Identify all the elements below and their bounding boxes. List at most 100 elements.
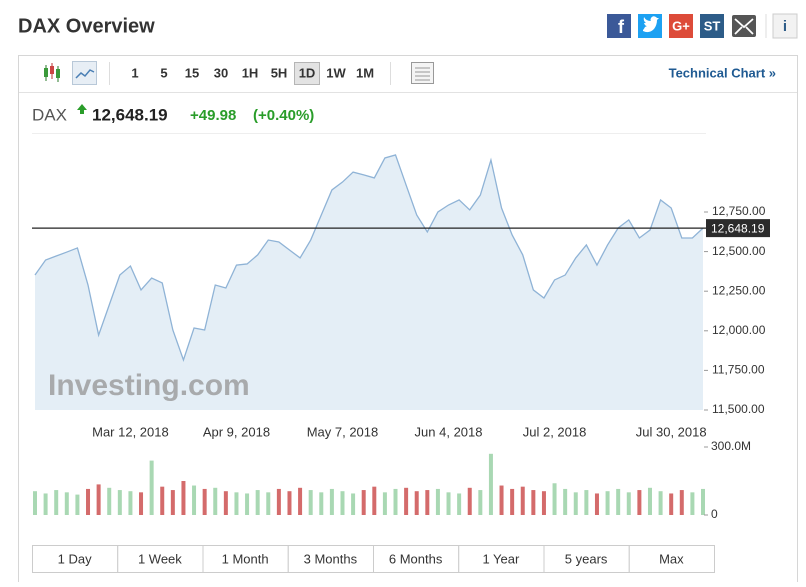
y-tick-label: 12,000.00	[712, 323, 766, 337]
last-value-label: 12,648.19	[711, 221, 765, 235]
range-label: 1 Year	[482, 551, 520, 566]
volume-bar	[605, 491, 610, 515]
x-tick-label: Jun 4, 2018	[415, 424, 483, 439]
technical-chart-link[interactable]: Technical Chart »	[669, 65, 776, 80]
volume-bar	[541, 491, 546, 515]
interval-button[interactable]: 1	[131, 65, 138, 80]
volume-bar	[351, 493, 356, 515]
volume-bar	[552, 483, 557, 515]
range-label: 6 Months	[389, 551, 443, 566]
range-label: 5 years	[565, 551, 608, 566]
x-tick-label: May 7, 2018	[307, 424, 379, 439]
volume-bar	[245, 493, 250, 515]
volume-bar	[33, 491, 37, 515]
volume-bar	[510, 488, 515, 515]
volume-bar	[563, 488, 568, 515]
volume-bar	[54, 490, 59, 515]
interval-button[interactable]: 1M	[356, 65, 374, 80]
volume-bar	[213, 487, 218, 515]
volume-bar	[382, 492, 387, 515]
price-area	[35, 154, 703, 410]
mail-glyph	[734, 18, 754, 35]
range-label: 3 Months	[304, 551, 358, 566]
interval-button[interactable]: 5	[160, 65, 167, 80]
range-button[interactable]	[373, 545, 460, 573]
range-button[interactable]	[287, 545, 374, 573]
volume-bar	[234, 492, 239, 515]
settings-glyph	[415, 67, 430, 81]
volume-bar	[584, 490, 589, 515]
volume-bar	[298, 487, 303, 515]
facebook-glyph: f	[618, 17, 625, 37]
range-button[interactable]	[543, 545, 630, 573]
interval-button[interactable]: 1D	[299, 65, 316, 80]
quote-change-percent: (+0.40%)	[253, 107, 314, 124]
volume-bar	[192, 485, 197, 515]
range-button[interactable]	[458, 545, 545, 573]
x-tick-label: Jul 30, 2018	[636, 424, 707, 439]
volume-bar	[478, 490, 483, 515]
range-button[interactable]	[32, 545, 119, 573]
y-tick-label: 12,750.00	[712, 204, 766, 218]
interval-button[interactable]: 1H	[242, 65, 259, 80]
candle-icon[interactable]	[44, 63, 60, 82]
volume-bar	[117, 490, 122, 515]
volume-bar	[626, 492, 631, 515]
interval-button[interactable]: 15	[185, 65, 199, 80]
x-tick-label: Mar 12, 2018	[92, 424, 169, 439]
interval-button[interactable]: 1W	[326, 65, 346, 80]
volume-bar	[170, 490, 175, 515]
volume-bar	[266, 492, 271, 515]
volume-bar	[43, 493, 48, 515]
interval-button[interactable]: 30	[214, 65, 228, 80]
volume-bar	[637, 490, 642, 515]
volume-bar	[679, 490, 684, 515]
volume-bar	[181, 481, 186, 515]
volume-bar	[520, 486, 525, 515]
y-tick-label: 11,500.00	[712, 402, 765, 416]
interval-button[interactable]: 5H	[271, 65, 288, 80]
stocktwits-icon[interactable]	[700, 14, 724, 38]
volume-bar	[669, 493, 674, 515]
volume-bar	[308, 490, 313, 515]
range-label: 1 Week	[138, 551, 182, 566]
volume-bar	[435, 488, 440, 515]
volume-bar	[499, 485, 504, 515]
volume-bar	[128, 491, 133, 515]
range-label: 1 Day	[58, 551, 92, 566]
volume-bar	[414, 491, 419, 515]
volume-bar	[425, 490, 430, 515]
volume-bar	[75, 494, 80, 515]
volume-tick-label: 0	[711, 507, 718, 521]
range-button[interactable]	[628, 545, 715, 573]
facebook-icon[interactable]	[607, 14, 631, 38]
range-button[interactable]	[202, 545, 289, 573]
info-icon[interactable]	[772, 13, 798, 39]
price-line	[34, 154, 704, 362]
last-value-box	[706, 219, 770, 238]
volume-bar	[287, 491, 292, 515]
volume-bar	[701, 488, 705, 515]
range-label: Max	[659, 551, 684, 566]
volume-bar	[573, 492, 578, 515]
volume-bar	[488, 453, 493, 515]
volume-bar	[202, 488, 207, 515]
volume-bar	[393, 488, 398, 515]
y-tick-label: 12,500.00	[712, 244, 766, 258]
volume-bar	[616, 488, 621, 515]
twitter-glyph	[643, 16, 659, 33]
volume-bar	[139, 492, 144, 515]
volume-bar	[531, 490, 536, 515]
volume-bar	[107, 487, 112, 515]
volume-bar	[319, 492, 324, 515]
quote-symbol: DAX	[32, 105, 67, 124]
google-icon[interactable]	[669, 14, 693, 38]
volume-bar	[372, 486, 377, 515]
volume-tick-label: 300.0M	[711, 439, 751, 453]
volume-bar	[467, 487, 472, 515]
volume-bar	[361, 490, 366, 515]
volume-bar	[340, 491, 345, 515]
volume-bar	[64, 492, 69, 515]
line-chart-icon[interactable]	[72, 61, 97, 85]
quote-price: 12,648.19	[92, 105, 168, 124]
